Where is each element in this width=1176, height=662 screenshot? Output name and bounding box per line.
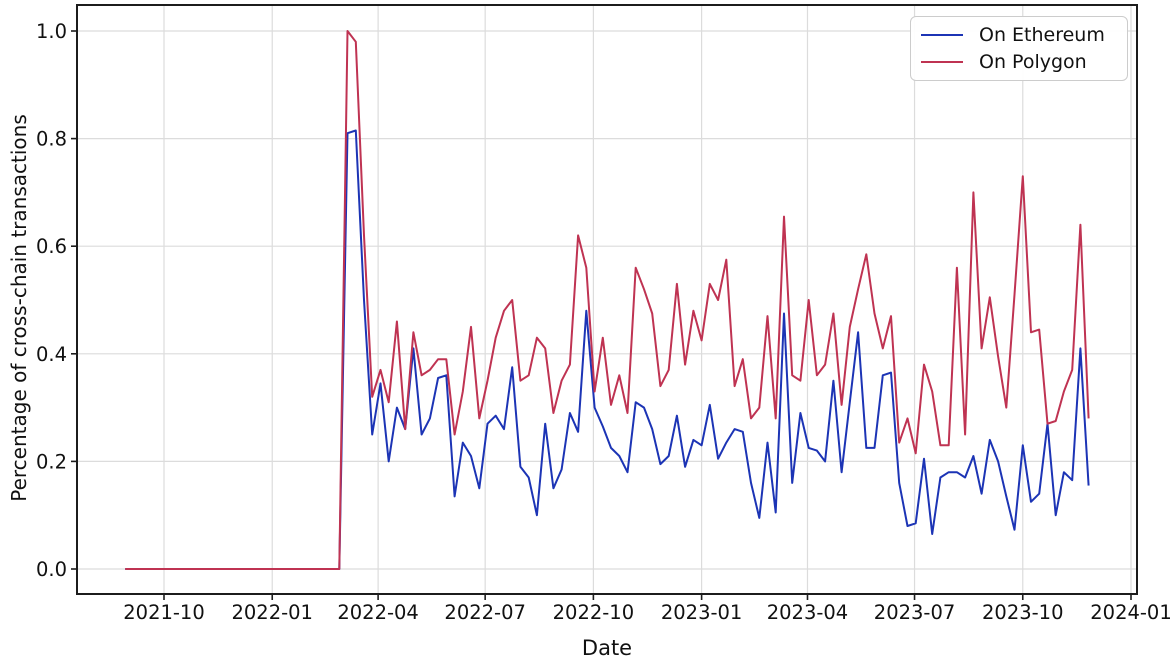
x-tick-label: 2023-01 [661, 601, 742, 624]
legend-label-ethereum: On Ethereum [979, 24, 1105, 47]
x-tick-label: 2022-10 [553, 601, 634, 624]
x-tick-label: 2021-10 [123, 601, 204, 624]
series-line-ethereum [125, 129, 1090, 570]
x-tick-label: 2022-04 [337, 601, 418, 624]
y-tick-label: 0.0 [36, 558, 67, 581]
y-tick-label: 1.0 [36, 20, 67, 43]
legend-entry-polygon: On Polygon [919, 49, 1117, 76]
series-line-polygon [125, 30, 1090, 570]
x-tick-label: 2023-07 [874, 601, 955, 624]
legend: On Ethereum On Polygon [910, 16, 1128, 81]
x-axis-label: Date [581, 636, 633, 660]
y-tick-label: 0.4 [36, 343, 67, 366]
x-tick-label: 2024-01 [1090, 601, 1171, 624]
y-tick-label: 0.2 [36, 450, 67, 473]
y-tick-label: 0.8 [36, 128, 67, 151]
polygon-line-sample [921, 60, 963, 63]
x-tick-label: 2022-01 [231, 601, 312, 624]
ethereum-line-sample [921, 34, 963, 37]
plot-border [76, 4, 1138, 595]
y-axis-label: Percentage of cross-chain transactions [7, 114, 31, 502]
legend-label-polygon: On Polygon [979, 50, 1087, 73]
x-tick-label: 2023-04 [767, 601, 848, 624]
legend-entry-ethereum: On Ethereum [919, 22, 1117, 49]
y-tick-label: 0.6 [36, 235, 67, 258]
x-tick-label: 2022-07 [444, 601, 525, 624]
x-tick-label: 2023-10 [982, 601, 1063, 624]
